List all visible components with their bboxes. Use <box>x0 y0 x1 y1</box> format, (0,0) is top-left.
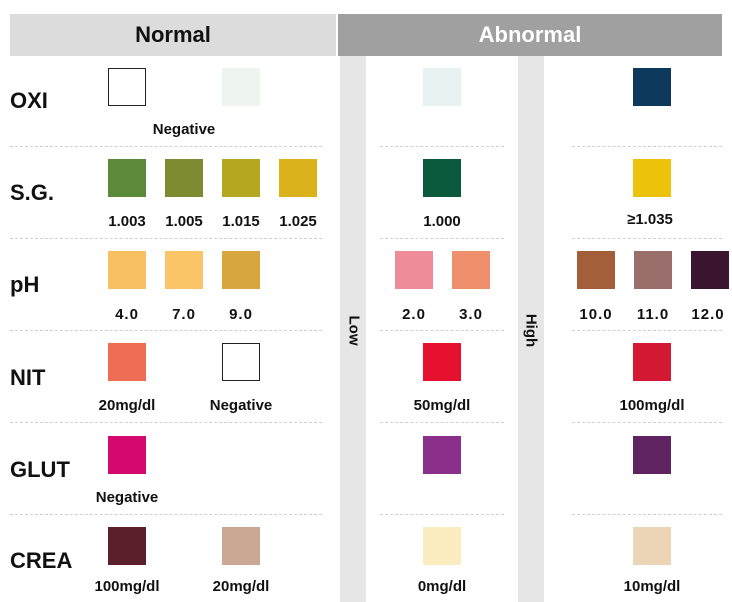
row-divider <box>10 422 322 423</box>
high-band <box>518 56 544 602</box>
color-swatch <box>577 251 615 289</box>
value-label: 4.0 <box>115 306 139 323</box>
row-label-sg: S.G. <box>10 180 55 205</box>
value-label: 10.0 <box>579 306 613 323</box>
color-swatch <box>423 436 461 474</box>
low-band <box>340 56 366 602</box>
row-divider <box>10 146 322 147</box>
color-swatch <box>222 251 260 289</box>
row-divider <box>572 514 722 515</box>
color-swatch <box>423 68 461 106</box>
value-label: 100mg/dl <box>94 578 160 595</box>
row-divider <box>572 238 722 239</box>
color-swatch <box>165 159 203 197</box>
color-swatch <box>222 159 260 197</box>
color-swatch <box>423 159 461 197</box>
row-label-oxi: OXI <box>10 88 48 113</box>
color-swatch <box>423 343 461 381</box>
color-swatch <box>222 68 260 106</box>
value-label: 3.0 <box>459 306 483 323</box>
row-divider <box>380 238 504 239</box>
row-label-glut: GLUT <box>10 457 70 482</box>
row-divider <box>380 422 504 423</box>
row-divider <box>572 422 722 423</box>
color-swatch <box>279 159 317 197</box>
value-label: 1.015 <box>222 213 260 230</box>
row-divider <box>380 514 504 515</box>
color-swatch <box>633 436 671 474</box>
value-label: 100mg/dl <box>619 397 685 414</box>
abnormal-header: Abnormal <box>338 14 722 56</box>
color-swatch <box>633 68 671 106</box>
color-swatch <box>633 343 671 381</box>
color-swatch <box>634 251 672 289</box>
value-label: 2.0 <box>402 306 426 323</box>
row-divider <box>380 330 504 331</box>
color-swatch <box>691 251 729 289</box>
normal-header: Normal <box>10 14 336 56</box>
color-swatch <box>633 527 671 565</box>
color-swatch <box>395 251 433 289</box>
color-swatch <box>222 343 260 381</box>
row-label-nit: NIT <box>10 365 46 390</box>
color-swatch <box>108 436 146 474</box>
color-swatch <box>423 527 461 565</box>
value-label: 7.0 <box>172 306 196 323</box>
color-swatch <box>108 343 146 381</box>
color-swatch <box>108 68 146 106</box>
row-divider <box>380 146 504 147</box>
value-label: 12.0 <box>691 306 725 323</box>
value-label: Negative <box>152 121 216 138</box>
color-swatch <box>108 251 146 289</box>
value-label: 9.0 <box>229 306 253 323</box>
value-label: 50mg/dl <box>413 397 471 414</box>
row-divider <box>572 330 722 331</box>
row-label-ph: pH <box>10 272 40 297</box>
value-label: Negative <box>209 397 273 414</box>
row-divider <box>10 514 322 515</box>
value-label: Negative <box>95 489 159 506</box>
color-swatch <box>222 527 260 565</box>
value-label: 1.005 <box>165 213 203 230</box>
value-label: 0mg/dl <box>417 578 467 595</box>
value-label: 1.003 <box>108 213 146 230</box>
value-label: 1.000 <box>423 213 461 230</box>
row-label-crea: CREA <box>10 548 73 573</box>
row-divider <box>572 146 722 147</box>
value-label: 20mg/dl <box>212 578 270 595</box>
row-divider <box>10 238 322 239</box>
color-swatch <box>633 159 671 197</box>
value-label: ≥1.035 <box>627 211 673 228</box>
value-label: 1.025 <box>279 213 317 230</box>
color-swatch <box>108 159 146 197</box>
high-label: High <box>522 313 540 348</box>
value-label: 20mg/dl <box>98 397 156 414</box>
value-label: 11.0 <box>636 306 670 323</box>
color-swatch <box>452 251 490 289</box>
color-swatch <box>165 251 203 289</box>
value-label: 10mg/dl <box>623 578 681 595</box>
low-label: Low <box>345 315 363 346</box>
color-swatch <box>108 527 146 565</box>
row-divider <box>10 330 322 331</box>
